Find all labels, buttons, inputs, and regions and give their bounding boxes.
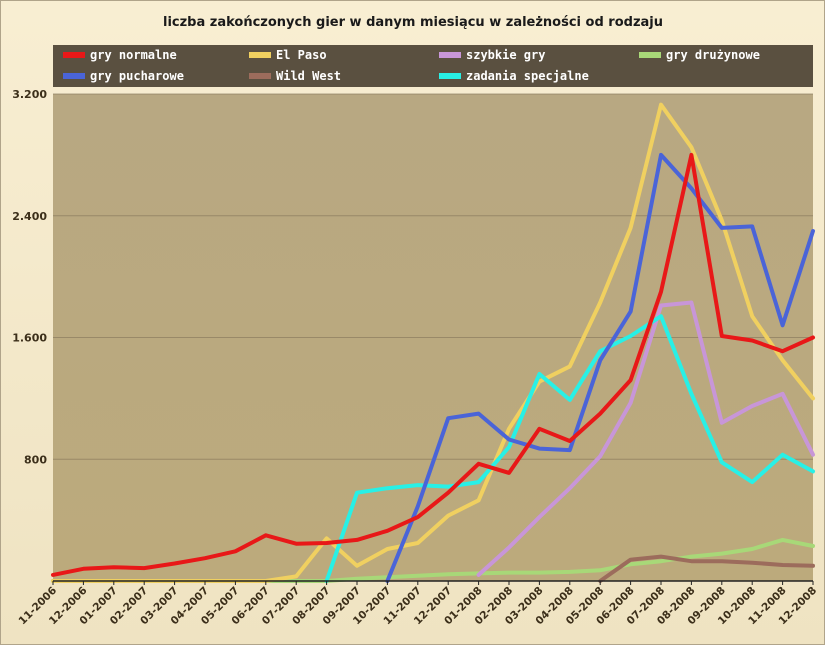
series-line-3 bbox=[598, 554, 815, 583]
series-line-5 bbox=[324, 314, 815, 583]
legend-swatch bbox=[439, 52, 461, 58]
legend-swatch bbox=[639, 52, 661, 58]
legend-label: gry normalne bbox=[90, 48, 177, 62]
legend-panel bbox=[53, 45, 813, 87]
legend-swatch bbox=[249, 52, 271, 58]
legend-label: El Paso bbox=[276, 48, 327, 62]
chart-title-text: liczba zakończonych gier w danym miesiąc… bbox=[163, 15, 663, 30]
legend-label: szybkie gry bbox=[466, 48, 545, 62]
series-line-4 bbox=[476, 300, 815, 577]
y-tick-label: 2.400 bbox=[12, 210, 47, 223]
legend-label: zadania specjalne bbox=[466, 69, 589, 83]
y-tick-label: 3.200 bbox=[12, 88, 47, 101]
chart-title: liczba zakończonych gier w danym miesiąc… bbox=[163, 15, 663, 30]
x-axis-ticks: 11-200612-200601-200702-200703-200704-20… bbox=[17, 581, 819, 627]
y-tick-label: 1.600 bbox=[12, 332, 47, 345]
legend-swatch bbox=[439, 73, 461, 79]
series-line-1 bbox=[385, 152, 815, 583]
y-axis-ticks: 800 1.600 2.400 3.200 bbox=[12, 88, 47, 466]
legend-swatch bbox=[249, 73, 271, 79]
legend-swatch bbox=[63, 73, 85, 79]
legend-swatch bbox=[63, 52, 85, 58]
legend-label: Wild West bbox=[276, 69, 341, 83]
y-tick-label: 800 bbox=[24, 453, 47, 466]
legend: gry normalne El Paso szybkie gry gry drużyn… bbox=[63, 48, 760, 83]
legend-label: gry drużynowe bbox=[666, 48, 760, 62]
series-line-0 bbox=[51, 152, 815, 577]
legend-label: gry pucharowe bbox=[90, 69, 184, 83]
